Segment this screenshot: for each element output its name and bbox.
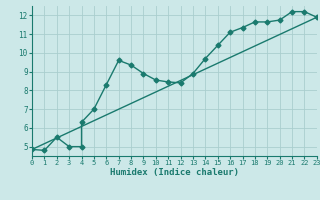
X-axis label: Humidex (Indice chaleur): Humidex (Indice chaleur) [110,168,239,177]
